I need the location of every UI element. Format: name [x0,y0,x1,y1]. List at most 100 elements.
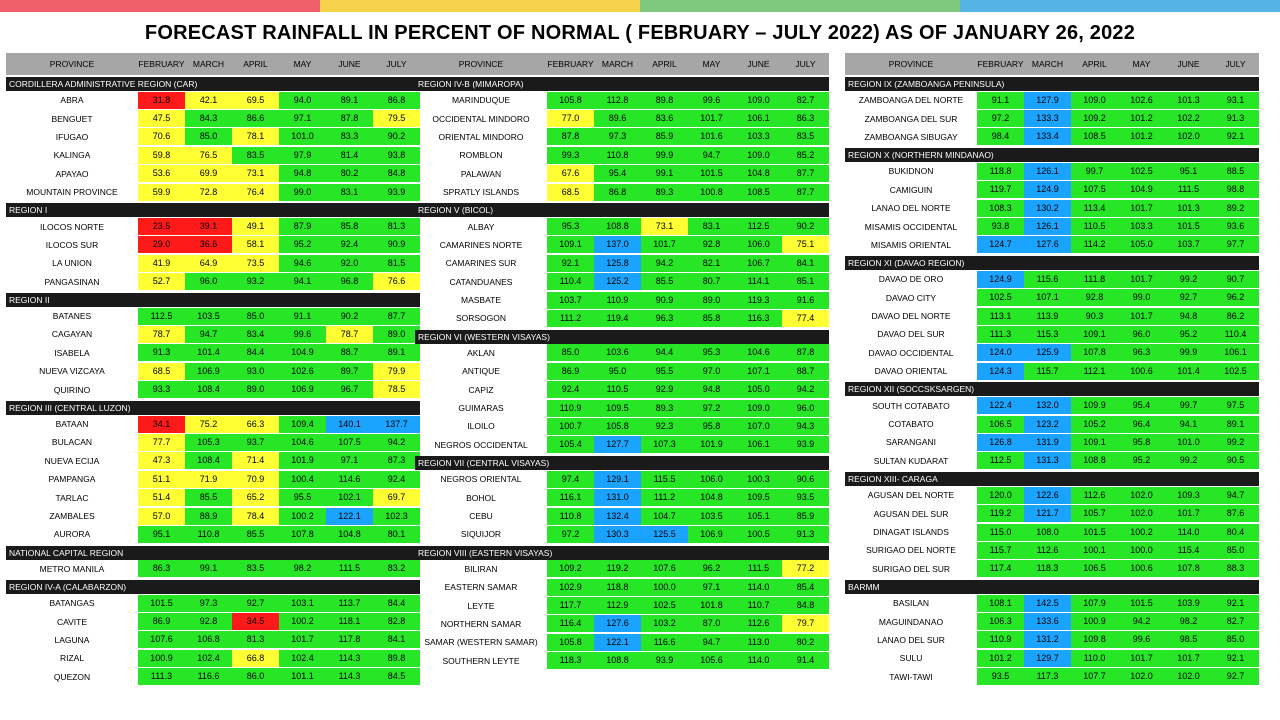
rainfall-cell: 110.9 [594,291,641,309]
rainfall-cell: 87.7 [373,307,420,325]
rainfall-cell: 116.1 [547,489,594,507]
rainfall-cell: 133.4 [1024,128,1071,146]
rainfall-cell: 100.0 [1118,541,1165,559]
rainfall-cell: 91.3 [1212,110,1259,128]
province-name: APAYAO [55,168,89,179]
province-name: SULTAN KUDARAT [873,455,949,466]
rainfall-cell: 70.9 [232,470,279,488]
rainfall-cell: 99.9 [641,146,688,164]
rainfall-cell: 69.9 [185,165,232,183]
rainfall-cell: 86.3 [782,110,829,128]
province-name: CAPIZ [468,384,494,395]
rainfall-cell: 102.5 [1212,362,1259,380]
rainfall-cell: 120.0 [977,486,1024,504]
rainfall-cell: 102.4 [279,649,326,667]
rainfall-cell: 101.9 [279,452,326,470]
rainfall-cell: 90.2 [373,128,420,146]
rainfall-cell: 57.0 [138,507,185,525]
rainfall-cell: 80.1 [373,525,420,543]
rainfall-cell: 94.7 [688,146,735,164]
rainfall-cell: 105.6 [688,652,735,670]
table-row: LAGUNA 107.6 106.8 81.3 101.7 117.8 84.1 [6,631,420,649]
table-row: EASTERN SAMAR 102.9 118.8 100.0 97.1 114.0 85.… [415,578,829,596]
rainfall-cell: 101.7 [688,110,735,128]
rainfall-cell: 96.0 [1118,325,1165,343]
rainfall-cell: 125.9 [1024,344,1071,362]
rainfall-cell: 36.6 [185,236,232,254]
rainfall-cell: 109.9 [1071,397,1118,415]
rainfall-cell: 68.5 [547,183,594,201]
table-row: BATANES 112.5 103.5 85.0 91.1 90.2 87.7 [6,307,420,325]
province-name: MAGUINDANAO [878,616,944,627]
rainfall-cell: 133.3 [1024,110,1071,128]
rainfall-cell: 116.6 [185,668,232,686]
rainfall-cell: 84.8 [373,165,420,183]
region-header: REGION X (NORTHERN MINDANAO) [845,148,1259,163]
rainfall-cell: 97.2 [547,525,594,543]
region-header: BARMM [845,579,1259,594]
rainfall-cell: 95.4 [1118,397,1165,415]
header-month-april: APRIL [652,59,677,69]
rainfall-cell: 99.1 [641,165,688,183]
rainfall-cell: 110.8 [185,525,232,543]
province-name: SOUTH COTABATO [872,400,950,411]
rainfall-cell: 101.4 [1165,362,1212,380]
province-name: LA UNION [52,258,92,269]
rainfall-cell: 118.8 [977,162,1024,180]
table-row: BATANGAS 101.5 97.3 92.7 103.1 113.7 84.4 [6,594,420,612]
rainfall-cell: 106.9 [279,381,326,399]
rainfall-cell: 95.3 [688,344,735,362]
rainfall-cell: 119.3 [735,291,782,309]
rainfall-cell: 125.5 [641,525,688,543]
rainfall-cell: 96.4 [1118,415,1165,433]
table-row: NUEVA ECIJA 47.3 108.4 71.4 101.9 97.1 87.3 [6,452,420,470]
rainfall-cell: 83.1 [326,183,373,201]
header-province: PROVINCE [49,59,95,69]
region-header: REGION VI (WESTERN VISAYAS) [415,329,829,344]
rainfall-cell: 93.2 [232,273,279,291]
table-row: DAVAO ORIENTAL 124.3 115.7 112.1 100.6 101.4 1… [845,362,1259,380]
rainfall-cell: 101.5 [688,165,735,183]
rainfall-cell: 87.8 [326,110,373,128]
rainfall-cell: 93.7 [232,433,279,451]
rainfall-cell: 109.5 [594,399,641,417]
table-row: DAVAO CITY 102.5 107.1 92.8 99.0 92.7 96.2 [845,289,1259,307]
header-month-may: MAY [293,59,312,69]
rainfall-cell: 109.0 [735,91,782,109]
region-header: REGION VII (CENTRAL VISAYAS) [415,456,829,471]
rainfall-cell: 23.5 [138,218,185,236]
table-header: PROVINCE FEBRUARY MARCH APRIL MAY JUNE JULY [415,53,829,75]
rainfall-cell: 95.8 [688,417,735,435]
province-name: GUIMARAS [458,403,504,414]
rainfall-cell: 105.0 [735,381,782,399]
top-bar-blue [960,0,1280,12]
rainfall-cell: 122.4 [977,397,1024,415]
region-header: REGION VIII (EASTERN VISAYAS) [415,545,829,560]
table-row: ANTIQUE 86.9 95.0 95.5 97.0 107.1 88.7 [415,362,829,380]
header-month-april: APRIL [1082,59,1107,69]
rainfall-cell: 51.4 [138,489,185,507]
province-name: SIQUIJOR [460,529,502,540]
table-row: DAVAO DE ORO 124.9 115.6 111.8 101.7 99.2 90.7 [845,270,1259,288]
rainfall-cell: 88.9 [185,507,232,525]
rainfall-cell: 130.3 [594,525,641,543]
rainfall-cell: 92.4 [373,470,420,488]
rainfall-cell: 102.0 [1118,505,1165,523]
rainfall-cell: 87.9 [279,218,326,236]
rainfall-cell: 96.7 [326,381,373,399]
rainfall-cell: 75.1 [782,236,829,254]
rainfall-cell: 118.3 [1024,560,1071,578]
province-name: TAWI-TAWI [889,671,933,682]
rainfall-cell: 109.2 [547,560,594,578]
rainfall-cell: 121.7 [1024,505,1071,523]
rainfall-cell: 103.6 [594,344,641,362]
province-name: DAVAO DEL SUR [877,329,945,340]
rainfall-cell: 113.7 [326,594,373,612]
rainfall-cell: 105.8 [594,417,641,435]
rainfall-cell: 41.9 [138,254,185,272]
rainfall-cell: 98.2 [279,560,326,578]
rainfall-cell: 88.7 [326,344,373,362]
table-row: SURIGAO DEL SUR 117.4 118.3 106.5 100.6 107.8… [845,560,1259,578]
table-row: NUEVA VIZCAYA 68.5 106.9 93.0 102.6 89.7 79.9 [6,362,420,380]
rainfall-cell: 112.6 [1024,541,1071,559]
